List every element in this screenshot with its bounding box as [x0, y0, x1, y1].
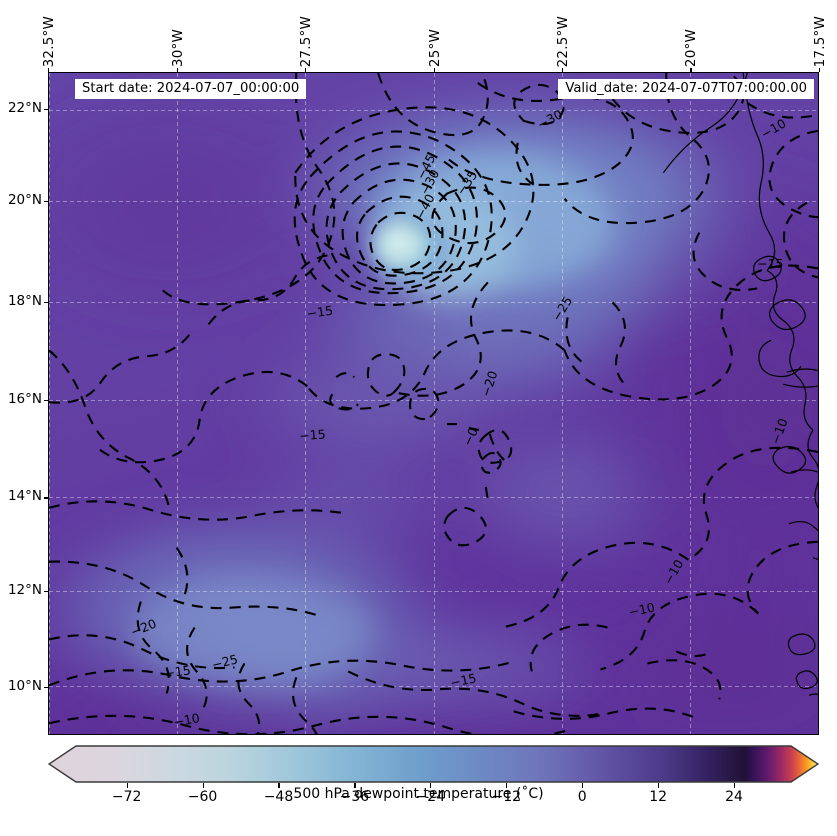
map-plot-area[interactable]: −45 −40 −30 −35 −30 −15 −25 −20 −0 −15 −10 −15 −10 −1…: [48, 72, 819, 735]
contour-label: −15: [449, 670, 478, 690]
gridline-lat: [49, 302, 818, 304]
lat-tick-label: 14°N: [7, 488, 42, 505]
lon-tick-mark: [176, 68, 178, 72]
contour-label: −30: [535, 106, 565, 132]
contour-label: −10: [660, 557, 686, 587]
lat-tick-label: 12°N: [7, 582, 42, 599]
start-date-banner: Start date: 2024-07-07_00:00:00: [75, 79, 307, 100]
contour-label: −10: [758, 116, 788, 142]
lon-tick-label: 27.5°W: [297, 15, 314, 67]
lat-tick-label: 10°N: [7, 678, 42, 695]
lat-tick-label: 16°N: [7, 390, 42, 407]
valid-date-banner: Valid_date: 2024-07-07T07:00:00.00: [558, 79, 814, 100]
colorbar-tick-mark: [126, 783, 128, 788]
colorbar-tick-mark: [506, 783, 508, 788]
contour-label: −25: [210, 651, 239, 672]
lon-tick-label: 32.5°W: [41, 15, 57, 67]
lon-tick-mark: [819, 68, 821, 72]
colorbar-tick-label: −72: [111, 789, 142, 805]
gridline-lon: [433, 73, 435, 734]
gridline-lat: [49, 109, 818, 111]
lon-tick-label: 17.5°W: [812, 15, 828, 67]
lat-tick-label: 20°N: [7, 191, 42, 208]
colorbar-tick-label: −24: [415, 789, 446, 805]
lat-tick-mark: [44, 200, 48, 202]
gridline-lat: [49, 497, 818, 499]
field-raster: [49, 73, 818, 734]
lon-tick-mark: [304, 68, 307, 72]
lon-tick-mark: [690, 68, 692, 72]
colorbar[interactable]: −72 −60 −48 −36 −24 −12 0 12 24: [48, 745, 819, 805]
contour-label: −15: [306, 303, 334, 322]
contour-label: −15: [164, 662, 192, 681]
colorbar-tick-mark: [202, 783, 204, 788]
gridline-lat: [49, 686, 818, 688]
colorbar-tick-mark: [582, 783, 584, 788]
colorbar-gradient: [48, 745, 819, 783]
contour-label: −15: [299, 426, 326, 443]
contour-label: −0: [459, 425, 481, 448]
dewpoint-contourf-field: [49, 73, 818, 734]
gridline-lon: [49, 73, 50, 734]
gridline-lat: [49, 201, 818, 203]
lon-tick-label: 22.5°W: [555, 15, 572, 67]
colorbar-tick-label: 24: [725, 789, 743, 805]
lon-tick-label: 20°W: [683, 28, 700, 67]
gridline-lon: [689, 73, 691, 734]
coastline: [662, 73, 818, 696]
colorbar-tick-label: −60: [187, 789, 218, 805]
lat-tick-mark: [44, 302, 48, 304]
lon-tick-mark: [48, 68, 50, 72]
lon-tick-mark: [562, 68, 564, 72]
contour-label: −10: [627, 599, 656, 619]
contour-label: −20: [478, 369, 500, 399]
contour-label: −15: [757, 256, 783, 271]
gridline-lat: [49, 590, 818, 592]
lat-tick-mark: [44, 108, 48, 110]
colorbar-tick-mark: [430, 783, 432, 788]
colorbar-title: 500 hPa dewpoint temperature (˚C): [293, 786, 544, 802]
colorbar-tick-mark: [658, 783, 660, 788]
lat-tick-mark: [44, 687, 48, 689]
colorbar-tick-label: −36: [339, 789, 370, 805]
lat-tick-label: 22°N: [7, 99, 42, 116]
lon-tick-label: 30°W: [169, 28, 186, 67]
lat-tick-mark: [44, 399, 48, 401]
gridline-lon: [305, 73, 307, 734]
gridline-lon: [561, 73, 563, 734]
contour-label: −25: [549, 294, 576, 324]
colorbar-tick-mark: [354, 783, 356, 788]
lat-tick-label: 18°N: [7, 293, 42, 310]
colorbar-tick-mark: [278, 783, 280, 788]
contour-label: −40: [412, 191, 438, 221]
lat-tick-mark: [44, 591, 48, 593]
colorbar-tick-mark: [734, 783, 736, 788]
contour-label: −20: [128, 616, 158, 640]
colorbar-tick-label: −12: [491, 789, 522, 805]
lon-tick-label: 25°W: [426, 28, 443, 67]
contour-label: −10: [768, 416, 791, 446]
colorbar-tick-label: 12: [649, 789, 668, 805]
colorbar-tick-label: −48: [263, 789, 294, 805]
lat-tick-mark: [44, 497, 48, 499]
contour-label: −10: [172, 710, 201, 729]
lon-tick-mark: [433, 68, 435, 72]
colorbar-tick-label: 0: [577, 789, 587, 805]
gridline-lon: [177, 73, 179, 734]
contour-lines: −45−40−30 −35−30−15 −25−20−0−15−10−15−10−1…: [49, 73, 818, 734]
gridline-lat: [49, 399, 818, 401]
